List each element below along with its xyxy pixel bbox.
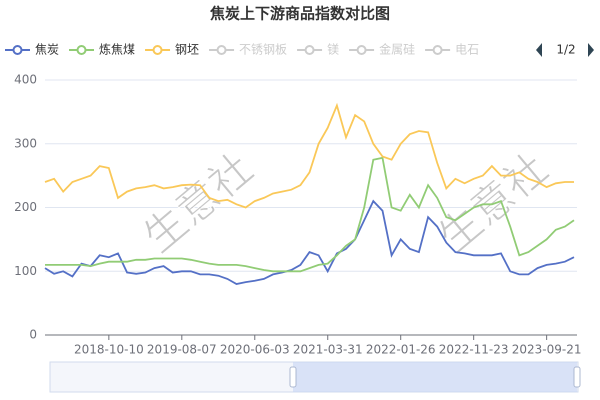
legend-prev[interactable] bbox=[536, 43, 542, 57]
zoom-handle[interactable] bbox=[573, 366, 581, 388]
legend-next[interactable] bbox=[588, 43, 594, 57]
legend-label: 金属硅 bbox=[379, 42, 415, 57]
zoom-window[interactable] bbox=[293, 362, 577, 392]
legend-item[interactable]: 炼焦煤 bbox=[69, 42, 135, 57]
y-tick-label: 200 bbox=[14, 200, 37, 214]
legend-symbol bbox=[356, 45, 367, 55]
legend-label: 炼焦煤 bbox=[99, 42, 135, 57]
chart-title: 焦炭上下游商品指数对比图 bbox=[209, 5, 390, 23]
zoom-handle[interactable] bbox=[289, 366, 297, 388]
legend-label: 钢坯 bbox=[175, 43, 199, 57]
legend-item[interactable]: 焦炭 bbox=[5, 43, 59, 57]
legend-symbol bbox=[152, 45, 163, 55]
x-tick-label: 2020-06-03 bbox=[220, 343, 290, 357]
y-tick-label: 300 bbox=[14, 136, 37, 150]
legend-item[interactable]: 电石 bbox=[425, 43, 479, 57]
legend-symbol bbox=[432, 45, 443, 55]
legend-symbol bbox=[76, 45, 87, 55]
x-tick-label: 2023-09-21 bbox=[512, 343, 582, 357]
series-line bbox=[44, 102, 574, 209]
legend-symbol bbox=[12, 45, 23, 55]
x-tick-label: 2019-08-07 bbox=[147, 343, 217, 357]
legend-label: 镁 bbox=[327, 43, 339, 57]
y-tick-label: 0 bbox=[29, 328, 37, 342]
series-line bbox=[44, 199, 575, 285]
series-line bbox=[45, 156, 575, 273]
legend-label: 焦炭 bbox=[35, 43, 59, 57]
x-tick-label: 2018-10-10 bbox=[74, 343, 144, 357]
x-tick-label: 2021-03-31 bbox=[293, 343, 363, 357]
legend-item[interactable]: 钢坯 bbox=[145, 43, 199, 57]
watermark: 生意社 bbox=[134, 143, 262, 262]
legend-item[interactable]: 不锈钢板 bbox=[209, 43, 287, 57]
x-tick-label: 2022-11-23 bbox=[439, 343, 509, 357]
legend-label: 电石 bbox=[455, 43, 479, 57]
legend-item[interactable]: 镁 bbox=[297, 43, 339, 57]
data-zoom[interactable] bbox=[49, 361, 581, 393]
legend-symbol bbox=[304, 45, 315, 55]
y-tick-label: 400 bbox=[14, 73, 37, 87]
legend-symbol bbox=[216, 45, 227, 55]
legend-item[interactable]: 金属硅 bbox=[349, 42, 415, 57]
x-tick-label: 2022-01-26 bbox=[366, 343, 436, 357]
legend-label: 不锈钢板 bbox=[239, 43, 287, 57]
legend-page: 1/2 bbox=[556, 43, 575, 57]
y-tick-label: 100 bbox=[14, 264, 37, 278]
